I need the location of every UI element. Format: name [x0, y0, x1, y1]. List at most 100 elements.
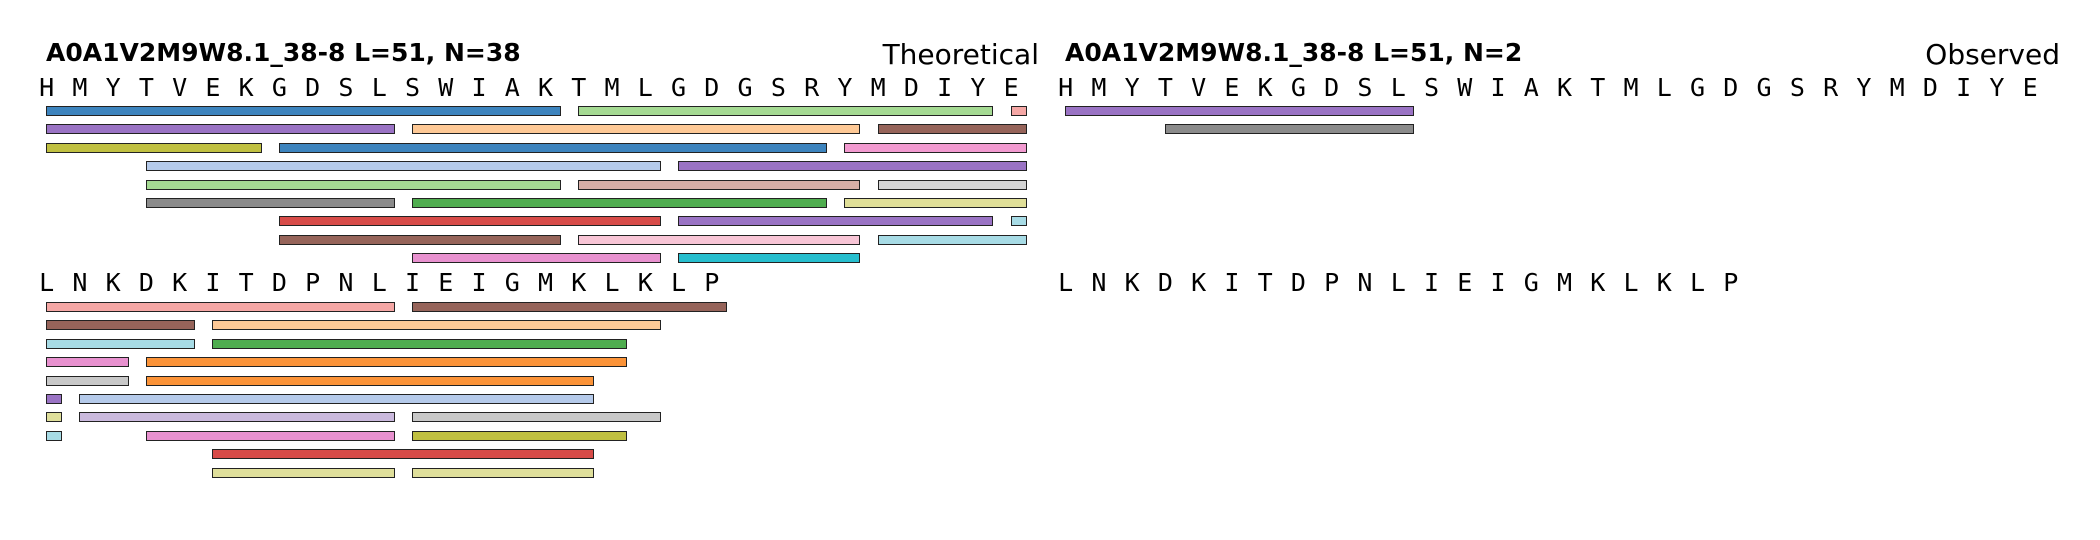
- residue-letter: L: [1390, 73, 1406, 102]
- residue-letter: S: [1357, 73, 1373, 102]
- residue-letter: T: [238, 268, 254, 297]
- peptide-bar: [578, 234, 861, 245]
- residue-letter: M: [1091, 73, 1107, 102]
- residue-letter: K: [238, 73, 254, 102]
- peptide-bar: [677, 253, 861, 264]
- residue-letter: I: [1423, 268, 1440, 297]
- residue-letter: M: [1623, 73, 1639, 102]
- residue-letter: M: [604, 73, 620, 102]
- peptide-bar: [411, 467, 595, 478]
- residue-letter: N: [1091, 268, 1107, 297]
- theoretical-panel: A0A1V2M9W8.1_38-8 L=51, N=38 Theoretical…: [39, 38, 1039, 478]
- residue-letter: I: [471, 268, 487, 297]
- peptide-bar: [46, 375, 129, 386]
- residue-letter: I: [471, 73, 487, 102]
- residue-letter: M: [1889, 73, 1905, 102]
- residue-letter: K: [637, 268, 653, 297]
- residue-letter: D: [1290, 268, 1306, 297]
- peptide-bar: [79, 394, 595, 404]
- peptide-bar: [278, 234, 561, 245]
- residue-letter: L: [1656, 73, 1672, 102]
- peptide-bar: [46, 357, 129, 368]
- peptide-bar: [212, 320, 661, 331]
- residue-letter: K: [172, 268, 188, 297]
- peptide-bar: [46, 394, 62, 404]
- peptide-bar: [46, 320, 196, 331]
- residue-letter: P: [1324, 268, 1340, 297]
- peptide-bar: [411, 302, 728, 312]
- residue-letter: H: [1058, 73, 1074, 102]
- residue-letter: I: [1956, 73, 1972, 102]
- residue-letter: K: [1556, 73, 1573, 102]
- residue-letter: L: [371, 268, 387, 297]
- peptide-bar: [844, 198, 1027, 208]
- residue-letter: E: [205, 73, 221, 102]
- peptide-bar: [677, 161, 1027, 172]
- residue-letter: L: [637, 73, 653, 102]
- residue-letter: G: [1523, 268, 1539, 297]
- residue-letter: G: [271, 73, 287, 102]
- residue-letter: Y: [837, 73, 853, 102]
- peptide-bar: [46, 106, 561, 116]
- peptide-bar: [578, 179, 861, 190]
- residue-letter: G: [1290, 73, 1306, 102]
- peptide-bar: [46, 338, 196, 349]
- residue-letter: T: [1257, 268, 1273, 297]
- peptide-bar: [145, 161, 661, 172]
- residue-letter: A: [504, 73, 520, 102]
- peptide-bar: [1164, 124, 1414, 135]
- residue-letter: I: [937, 73, 953, 102]
- peptide-bar: [46, 430, 62, 441]
- peptide-bar: [1010, 216, 1027, 227]
- peptide-bar: [877, 124, 1027, 135]
- peptide-bar: [212, 338, 628, 349]
- peptide-bar: [677, 216, 994, 227]
- residue-letter: S: [770, 73, 786, 102]
- residue-letter: G: [1756, 73, 1772, 102]
- residue-letter: G: [737, 73, 753, 102]
- residue-letter: T: [571, 73, 587, 102]
- residue-letter: D: [138, 268, 154, 297]
- panel-title: A0A1V2M9W8.1_38-8 L=51, N=2: [1065, 38, 1523, 67]
- residue-letter: D: [903, 73, 919, 102]
- peptide-bar: [278, 216, 661, 227]
- peptide-bar: [145, 375, 595, 386]
- residue-letter: N: [1357, 268, 1373, 297]
- peptide-bar: [411, 412, 661, 423]
- residue-letter: E: [438, 268, 454, 297]
- residue-letter: L: [39, 268, 55, 297]
- residue-letter: D: [271, 268, 287, 297]
- residue-letter: Y: [970, 73, 986, 102]
- residue-letter: K: [1656, 268, 1672, 297]
- peptide-bar: [46, 124, 395, 135]
- residue-letter: M: [870, 73, 886, 102]
- residue-letter: M: [537, 268, 554, 297]
- residue-letter: E: [2022, 73, 2038, 102]
- peptide-bar: [145, 430, 395, 441]
- residue-letter: T: [1590, 73, 1606, 102]
- residue-letter: L: [604, 268, 620, 297]
- residue-letter: K: [1257, 73, 1273, 102]
- residue-letter: N: [338, 268, 354, 297]
- residue-letter: L: [371, 73, 387, 102]
- residue-letter: K: [537, 73, 554, 102]
- peptide-bar: [278, 142, 827, 153]
- peptide-bar: [1010, 106, 1027, 116]
- panel-title: A0A1V2M9W8.1_38-8 L=51, N=38: [46, 38, 521, 67]
- residue-letter: L: [671, 268, 687, 297]
- residue-letter: L: [1390, 268, 1406, 297]
- residue-letter: S: [404, 73, 421, 102]
- residue-letter: M: [1556, 268, 1573, 297]
- residue-letter: E: [1457, 268, 1473, 297]
- residue-letter: Y: [105, 73, 121, 102]
- residue-letter: L: [1623, 268, 1639, 297]
- peptide-bar: [411, 124, 861, 135]
- peptide-bar: [46, 142, 262, 153]
- peptide-bar: [145, 179, 561, 190]
- residue-letter: I: [1490, 73, 1506, 102]
- residue-letter: E: [1224, 73, 1240, 102]
- residue-letter: V: [1191, 73, 1207, 102]
- residue-letter: I: [205, 268, 221, 297]
- residue-letter: T: [138, 73, 154, 102]
